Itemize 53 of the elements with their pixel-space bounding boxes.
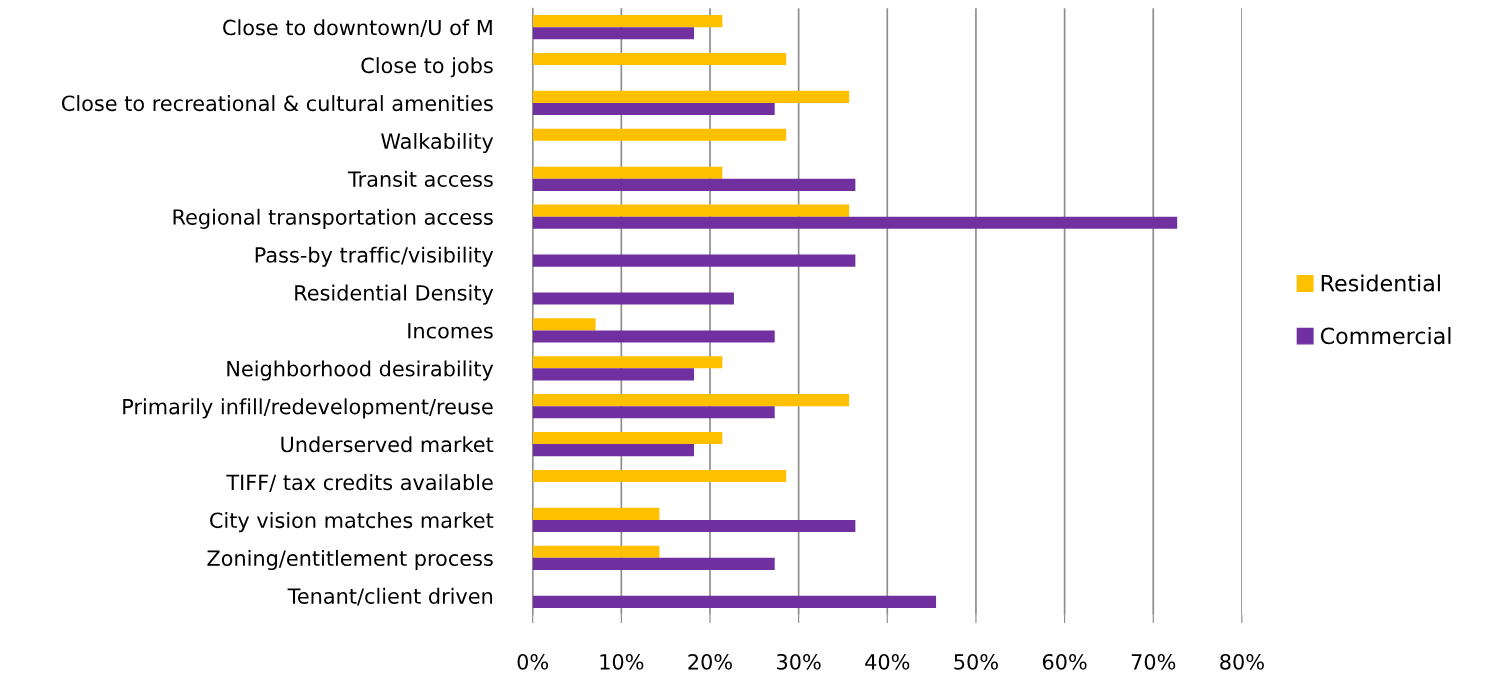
bar xyxy=(532,128,787,141)
bar xyxy=(532,545,660,558)
bar xyxy=(532,292,734,305)
bar xyxy=(532,318,596,331)
y-tick-label: Close to downtown/U of M xyxy=(223,19,492,37)
bar xyxy=(532,216,1178,229)
y-tick-label: Regional transportation access xyxy=(173,208,493,229)
x-tick-label: 20% xyxy=(688,653,732,670)
bar xyxy=(532,406,775,419)
x-tick-label: 80% xyxy=(1220,653,1264,670)
bar xyxy=(532,254,856,267)
bar xyxy=(532,595,937,608)
y-tick-label: Tenant/client driven xyxy=(287,587,493,606)
bar xyxy=(532,519,856,533)
bar xyxy=(532,27,695,40)
x-tick-label: 10% xyxy=(600,653,644,670)
bar xyxy=(532,330,775,343)
y-tick-label: Neighborhood desirability xyxy=(227,360,494,381)
legend-label: Residential xyxy=(1321,274,1440,292)
bar xyxy=(532,394,850,407)
bar xyxy=(532,90,850,103)
bar xyxy=(532,431,723,445)
y-tick-label: Zoning/entitlement process xyxy=(207,549,493,571)
bar xyxy=(532,507,660,520)
y-tick-label: Close to jobs xyxy=(361,57,493,78)
bar xyxy=(532,166,723,179)
legend-label: Commercial xyxy=(1320,327,1451,345)
y-tick-label: Incomes xyxy=(408,323,493,339)
bar xyxy=(532,469,787,483)
bar xyxy=(532,204,850,217)
bar xyxy=(532,368,695,381)
bar xyxy=(532,52,787,66)
y-tick-label: Residential Density xyxy=(295,284,494,305)
bar xyxy=(532,444,695,457)
y-tick-label: Underserved market xyxy=(281,436,494,453)
x-tick-label: 0% xyxy=(517,653,549,670)
x-tick-label: 60% xyxy=(1042,653,1087,670)
bar xyxy=(532,356,723,369)
x-tick-label: 50% xyxy=(954,653,998,670)
x-tick-label: 40% xyxy=(865,653,910,670)
y-tick-label: Close to recreational & cultural amenities xyxy=(61,95,493,112)
y-tick-label: Primarily infill/redevelopment/reuse xyxy=(123,398,493,419)
y-tick-label: Pass-by traffic/visibility xyxy=(255,246,494,267)
x-tick-label: 30% xyxy=(777,653,821,670)
y-tick-label: TIFF/ tax credits available xyxy=(226,474,493,492)
bar xyxy=(532,557,775,570)
bar xyxy=(532,178,856,191)
y-tick-label: City vision matches market xyxy=(210,512,494,533)
y-tick-label: Walkability xyxy=(381,132,494,154)
bar xyxy=(532,102,775,116)
bar xyxy=(532,15,723,28)
y-tick-label: Transit access xyxy=(347,170,493,187)
x-tick-label: 70% xyxy=(1131,653,1176,670)
